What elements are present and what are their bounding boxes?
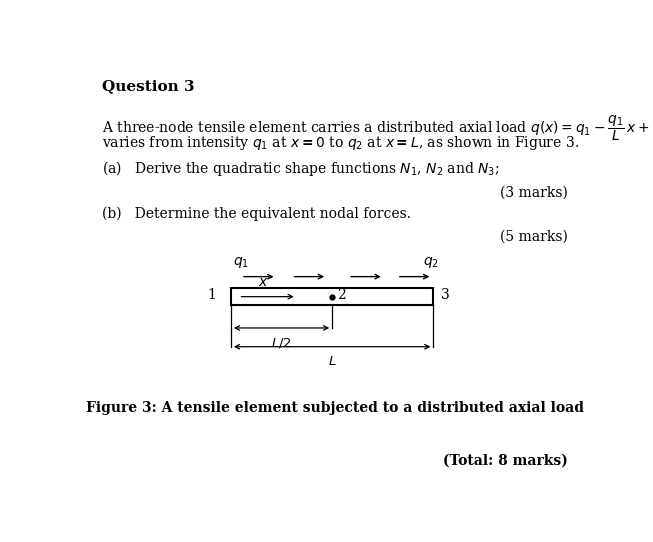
Text: $L$: $L$ bbox=[328, 355, 336, 368]
Text: $q_2$: $q_2$ bbox=[423, 255, 439, 270]
Text: $q_1$: $q_1$ bbox=[234, 255, 249, 270]
Text: Figure 3: A tensile element subjected to a distributed axial load: Figure 3: A tensile element subjected to… bbox=[86, 401, 584, 415]
Text: (a)   Derive the quadratic shape functions $N_1$, $N_2$ and $N_3$;: (a) Derive the quadratic shape functions… bbox=[102, 159, 500, 178]
Text: Question 3: Question 3 bbox=[102, 80, 195, 94]
Text: (5 marks): (5 marks) bbox=[500, 230, 567, 244]
Bar bbox=[231, 288, 434, 305]
Text: (3 marks): (3 marks) bbox=[500, 186, 567, 200]
Text: $x$: $x$ bbox=[259, 275, 269, 289]
Text: 1: 1 bbox=[207, 288, 215, 302]
Text: $L/2$: $L/2$ bbox=[271, 336, 292, 350]
Text: varies from intensity $q_1$ at $x\mathbf{=}0$ to $q_2$ at $x\mathbf{=}L$, as sho: varies from intensity $q_1$ at $x\mathbf… bbox=[102, 134, 579, 152]
Text: 3: 3 bbox=[441, 288, 450, 302]
Text: 2: 2 bbox=[337, 288, 346, 302]
Text: (b)   Determine the equivalent nodal forces.: (b) Determine the equivalent nodal force… bbox=[102, 207, 411, 221]
Text: (Total: 8 marks): (Total: 8 marks) bbox=[443, 454, 567, 468]
Text: A three-node tensile element carries a distributed axial load $q(x)= q_1 - \dfra: A three-node tensile element carries a d… bbox=[102, 113, 653, 145]
